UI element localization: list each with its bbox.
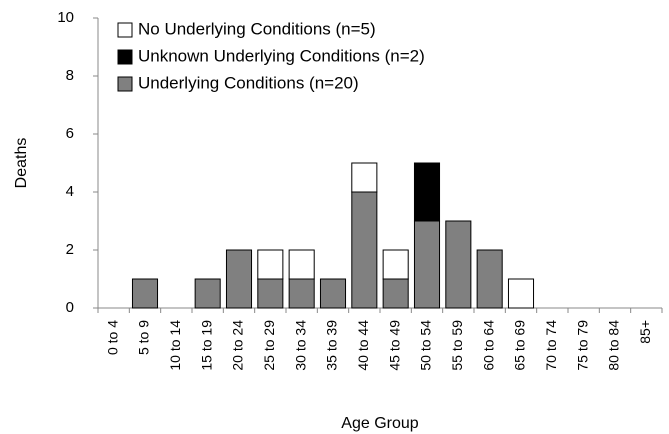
bar-segment xyxy=(445,220,472,309)
x-tick-label: 70 to 74 xyxy=(543,320,559,371)
x-tick-label: 75 to 79 xyxy=(574,320,590,371)
bar-segment xyxy=(351,191,378,309)
bar-segment xyxy=(382,249,409,280)
x-tick-label: 15 to 19 xyxy=(198,320,214,371)
legend-label: No Underlying Conditions (n=5) xyxy=(138,19,376,38)
legend-swatch xyxy=(117,76,133,92)
x-tick-label: 30 to 34 xyxy=(292,320,308,371)
x-tick-label: 45 to 49 xyxy=(386,320,402,371)
x-tick-label: 80 to 84 xyxy=(606,320,622,371)
y-axis-label: Deaths xyxy=(13,138,30,189)
x-tick-label: 20 to 24 xyxy=(230,320,246,371)
legend-swatch xyxy=(117,22,133,38)
x-tick-label: 25 to 29 xyxy=(261,320,277,371)
legend-label: Unknown Underlying Conditions (n=2) xyxy=(138,46,425,65)
bar-segment xyxy=(319,278,347,309)
x-tick-label: 55 to 59 xyxy=(449,320,465,371)
y-tick-label: 10 xyxy=(57,9,74,26)
x-tick-label: 60 to 64 xyxy=(480,320,496,371)
bar-segment xyxy=(288,249,315,280)
bar-segment xyxy=(194,278,221,309)
x-tick-label: 35 to 39 xyxy=(324,320,340,371)
legend-swatch xyxy=(117,49,133,65)
x-tick-label: 40 to 44 xyxy=(355,320,371,371)
x-tick-label: 0 to 4 xyxy=(104,320,120,355)
bar-segment xyxy=(413,162,441,222)
bar-segment xyxy=(382,278,409,309)
bar-segment xyxy=(476,249,503,309)
y-tick-label: 2 xyxy=(66,241,74,258)
bar-segment xyxy=(351,162,378,193)
x-axis-label: Age Group xyxy=(341,415,418,432)
bar-segment xyxy=(225,249,253,309)
x-tick-label: 85+ xyxy=(637,320,653,344)
x-tick-label: 65 to 69 xyxy=(512,320,528,371)
y-tick-label: 6 xyxy=(66,125,74,142)
bar-segment xyxy=(131,278,159,309)
legend-label: Underlying Conditions (n=20) xyxy=(138,73,359,92)
x-tick-label: 10 to 14 xyxy=(167,320,183,371)
x-tick-label: 5 to 9 xyxy=(136,320,152,355)
bar-segment xyxy=(288,278,315,309)
bar-segment xyxy=(257,249,284,280)
bar-segment xyxy=(507,278,535,309)
y-tick-label: 8 xyxy=(66,67,74,84)
y-tick-label: 4 xyxy=(66,183,74,200)
y-tick-label: 0 xyxy=(66,299,74,316)
x-tick-label: 50 to 54 xyxy=(418,320,434,371)
bar-segment xyxy=(257,278,284,309)
bar-segment xyxy=(413,220,441,309)
